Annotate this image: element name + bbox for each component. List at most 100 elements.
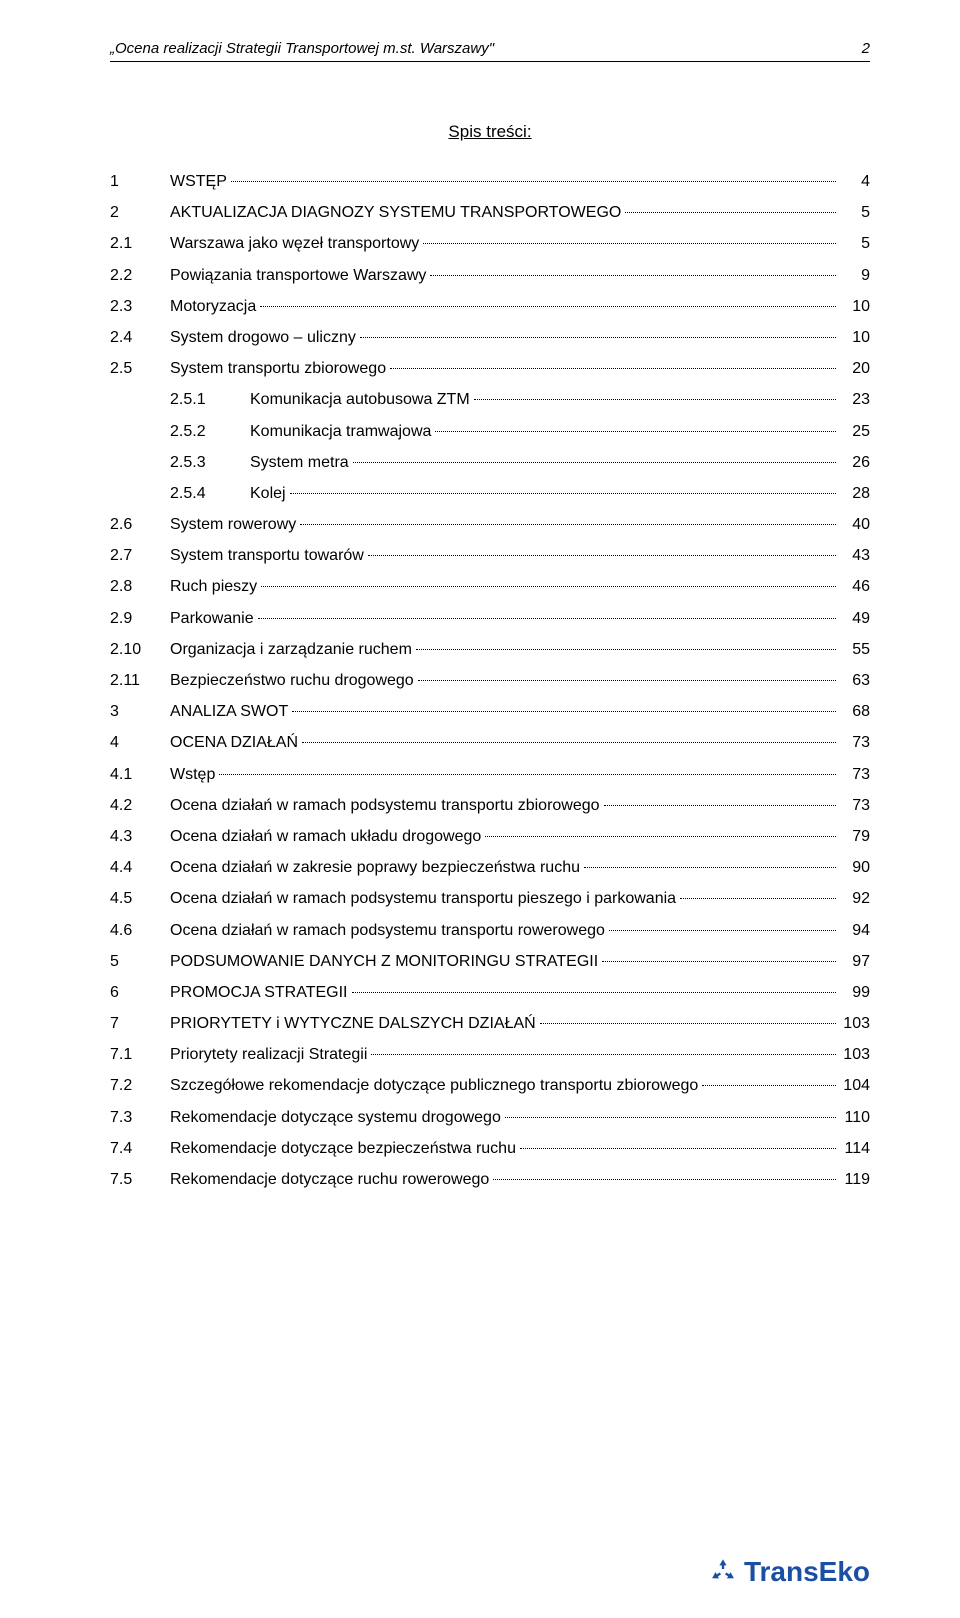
toc-text: Szczegółowe rekomendacje dotyczące publi…: [170, 1070, 698, 1101]
toc-page: 92: [840, 883, 870, 914]
toc-leader: [485, 836, 836, 837]
toc-leader: [602, 961, 836, 962]
toc-page: 49: [840, 603, 870, 634]
toc-row: 4.1Wstęp73: [110, 759, 870, 790]
toc-leader: [258, 618, 836, 619]
toc-number: 7.1: [110, 1039, 170, 1070]
toc-row: 7.4Rekomendacje dotyczące bezpieczeństwa…: [110, 1133, 870, 1164]
toc-leader: [540, 1023, 836, 1024]
toc-page: 103: [840, 1039, 870, 1070]
toc-page: 28: [840, 478, 870, 509]
toc-page: 20: [840, 353, 870, 384]
toc-text: ANALIZA SWOT: [170, 696, 288, 727]
toc-page: 63: [840, 665, 870, 696]
toc-row: 2.7System transportu towarów43: [110, 540, 870, 571]
toc-leader: [300, 524, 836, 525]
toc-title: Spis treści:: [110, 122, 870, 142]
toc-number: 2.4: [110, 322, 170, 353]
toc-row: 4.2Ocena działań w ramach podsystemu tra…: [110, 790, 870, 821]
toc-row: 7PRIORYTETY i WYTYCZNE DALSZYCH DZIAŁAŃ 1…: [110, 1008, 870, 1039]
toc-leader: [261, 586, 836, 587]
toc-leader: [371, 1054, 836, 1055]
toc-page: 9: [840, 260, 870, 291]
toc-leader: [353, 462, 836, 463]
toc-page: 10: [840, 291, 870, 322]
toc-text: Priorytety realizacji Strategii: [170, 1039, 367, 1070]
toc-page: 110: [840, 1102, 870, 1133]
toc-leader: [584, 867, 836, 868]
toc-text: Ocena działań w zakresie poprawy bezpiec…: [170, 852, 580, 883]
toc-number: 3: [110, 696, 170, 727]
toc-row: 7.1Priorytety realizacji Strategii 103: [110, 1039, 870, 1070]
toc-page: 90: [840, 852, 870, 883]
toc-row: 2.11Bezpieczeństwo ruchu drogowego 63: [110, 665, 870, 696]
toc-text: Parkowanie: [170, 603, 254, 634]
toc-text: Warszawa jako węzeł transportowy: [170, 228, 419, 259]
toc-row: 7.3Rekomendacje dotyczące systemu drogow…: [110, 1102, 870, 1133]
toc-page: 40: [840, 509, 870, 540]
toc-leader: [416, 649, 836, 650]
toc-number: 2.2: [110, 260, 170, 291]
toc-page: 97: [840, 946, 870, 977]
toc-row: 2.5System transportu zbiorowego 20: [110, 353, 870, 384]
toc-page: 103: [840, 1008, 870, 1039]
toc-page: 99: [840, 977, 870, 1008]
toc-leader: [430, 275, 836, 276]
toc-text: PODSUMOWANIE DANYCH Z MONITORINGU STRATE…: [170, 946, 598, 977]
toc-row: 2.9Parkowanie49: [110, 603, 870, 634]
toc-number: 4.3: [110, 821, 170, 852]
toc-number: 4.4: [110, 852, 170, 883]
toc-text: OCENA DZIAŁAŃ: [170, 727, 298, 758]
toc-number: 2.5.4: [170, 478, 250, 509]
toc-row: 2.2Powiązania transportowe Warszawy9: [110, 260, 870, 291]
toc-leader: [292, 711, 836, 712]
toc-page: 94: [840, 915, 870, 946]
toc-row: 2.5.4Kolej 28: [110, 478, 870, 509]
toc-page: 46: [840, 571, 870, 602]
toc: 1WSTĘP42AKTUALIZACJA DIAGNOZY SYSTEMU TR…: [110, 166, 870, 1195]
toc-page: 4: [840, 166, 870, 197]
toc-number: 6: [110, 977, 170, 1008]
toc-text: Rekomendacje dotyczące bezpieczeństwa ru…: [170, 1133, 516, 1164]
toc-page: 73: [840, 727, 870, 758]
toc-number: 4.5: [110, 883, 170, 914]
toc-text: WSTĘP: [170, 166, 227, 197]
toc-row: 2.6System rowerowy40: [110, 509, 870, 540]
toc-text: System transportu zbiorowego: [170, 353, 386, 384]
toc-page: 114: [840, 1133, 870, 1164]
toc-text: Motoryzacja: [170, 291, 256, 322]
toc-page: 43: [840, 540, 870, 571]
toc-leader: [360, 337, 836, 338]
toc-text: Kolej: [250, 478, 286, 509]
toc-leader: [418, 680, 836, 681]
toc-number: 5: [110, 946, 170, 977]
toc-number: 2.11: [110, 665, 170, 696]
toc-text: Komunikacja autobusowa ZTM: [250, 384, 470, 415]
toc-text: System rowerowy: [170, 509, 296, 540]
toc-text: Wstęp: [170, 759, 215, 790]
toc-row: 1WSTĘP4: [110, 166, 870, 197]
toc-text: Komunikacja tramwajowa: [250, 416, 431, 447]
toc-page: 26: [840, 447, 870, 478]
toc-leader: [520, 1148, 836, 1149]
toc-text: Rekomendacje dotyczące systemu drogowego: [170, 1102, 501, 1133]
toc-text: Ruch pieszy: [170, 571, 257, 602]
toc-leader: [474, 399, 836, 400]
toc-number: 2.5: [110, 353, 170, 384]
toc-leader: [604, 805, 836, 806]
toc-number: 2.1: [110, 228, 170, 259]
toc-leader: [260, 306, 836, 307]
toc-text: Organizacja i zarządzanie ruchem: [170, 634, 412, 665]
toc-leader: [609, 930, 836, 931]
toc-page: 68: [840, 696, 870, 727]
toc-text: PROMOCJA STRATEGII: [170, 977, 348, 1008]
toc-number: 7: [110, 1008, 170, 1039]
toc-leader: [493, 1179, 836, 1180]
toc-row: 3ANALIZA SWOT 68: [110, 696, 870, 727]
toc-text: Ocena działań w ramach podsystemu transp…: [170, 915, 605, 946]
toc-page: 119: [840, 1164, 870, 1195]
toc-text: PRIORYTETY i WYTYCZNE DALSZYCH DZIAŁAŃ: [170, 1008, 536, 1039]
toc-text: Rekomendacje dotyczące ruchu rowerowego: [170, 1164, 489, 1195]
toc-number: 4.2: [110, 790, 170, 821]
toc-text: Bezpieczeństwo ruchu drogowego: [170, 665, 414, 696]
